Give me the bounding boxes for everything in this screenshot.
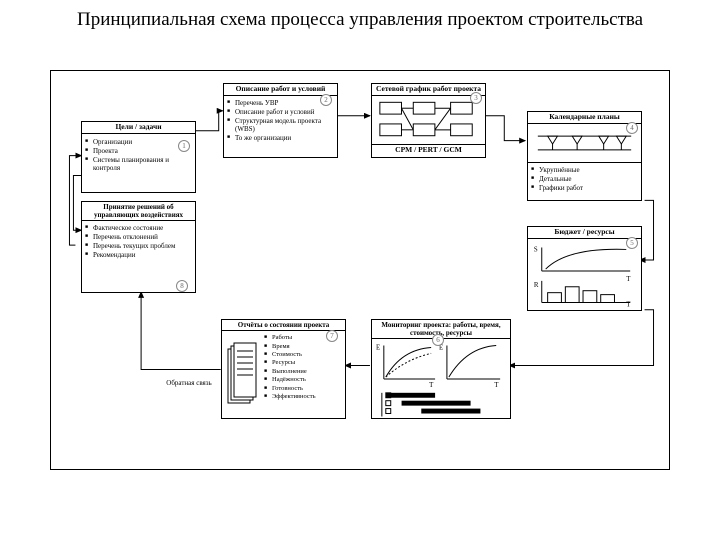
list-item: Перечень отклонений xyxy=(85,233,192,241)
list-item: Проекта xyxy=(85,147,192,155)
list-item: Структурная модель проекта (WBS) xyxy=(227,117,334,133)
list-item: Готовность xyxy=(264,385,343,392)
node-decisions-header: Принятие решений об управляющих воздейст… xyxy=(82,202,195,221)
node-decisions: Принятие решений об управляющих воздейст… xyxy=(81,201,196,293)
node-reports: Отчёты о состоянии проекта Работы Время … xyxy=(221,319,346,419)
axis-label: T xyxy=(626,301,631,308)
badge-1: 1 xyxy=(178,140,190,152)
axis-label: T xyxy=(626,276,631,283)
monitoring-mini-chart: E T E T xyxy=(372,339,510,421)
svg-text:T: T xyxy=(494,382,499,389)
badge-6: 6 xyxy=(432,334,444,346)
reports-stack-icon xyxy=(222,331,262,415)
node-network-footer: CPM / PERT / GCM xyxy=(372,144,485,156)
badge-4: 4 xyxy=(626,122,638,134)
node-calendar-header: Календарные планы xyxy=(528,112,641,124)
list-item: Эффективность xyxy=(264,393,343,400)
list-item: Фактическое состояние xyxy=(85,224,192,232)
node-budget: Бюджет / ресурсы S T R T 5 xyxy=(527,226,642,311)
node-budget-header: Бюджет / ресурсы xyxy=(528,227,641,239)
node-network: Сетевой график работ проекта CPM / PERT … xyxy=(371,83,486,158)
node-goals: Цели / задачи Организации Проекта Систем… xyxy=(81,121,196,193)
list-item: Перечень УВР xyxy=(227,99,334,107)
node-monitoring: Мониторинг проекта: работы, время, стоим… xyxy=(371,319,511,419)
node-goals-header: Цели / задачи xyxy=(82,122,195,134)
node-reports-header: Отчёты о состоянии проекта xyxy=(222,320,345,331)
list-item: Рекомендации xyxy=(85,251,192,259)
badge-3: 3 xyxy=(470,92,482,104)
badge-5: 5 xyxy=(626,237,638,249)
axis-label: R xyxy=(534,281,539,288)
node-scope-header: Описание работ и условий xyxy=(224,84,337,96)
node-calendar: Календарные планы Укрупнённые Детальные … xyxy=(527,111,642,201)
list-item: Надёжность xyxy=(264,376,343,383)
node-network-header: Сетевой график работ проекта xyxy=(372,84,485,96)
node-reports-body: Работы Время Стоимость Ресурсы Выполнени… xyxy=(262,331,345,415)
list-item: Стоимость xyxy=(264,351,343,358)
list-item: Ресурсы xyxy=(264,359,343,366)
node-goals-body: Организации Проекта Системы планирования… xyxy=(82,134,195,176)
feedback-label: Обратная связь xyxy=(149,379,229,387)
list-item: Выполнение xyxy=(264,368,343,375)
network-mini-diagram xyxy=(372,96,485,144)
list-item: Перечень текущих проблем xyxy=(85,242,192,250)
list-item: Описание работ и условий xyxy=(227,108,334,116)
list-item: Организации xyxy=(85,138,192,146)
list-item: Детальные xyxy=(531,175,638,183)
node-calendar-body: Укрупнённые Детальные Графики работ xyxy=(528,162,641,195)
page-title: Принципиальная схема процесса управления… xyxy=(0,0,720,34)
list-item: Укрупнённые xyxy=(531,166,638,174)
axis-label: S xyxy=(534,246,538,253)
node-scope: Описание работ и условий Перечень УВР Оп… xyxy=(223,83,338,158)
budget-mini-chart: S T R T xyxy=(528,239,641,309)
badge-8: 8 xyxy=(176,280,188,292)
node-decisions-body: Фактическое состояние Перечень отклонени… xyxy=(82,221,195,262)
list-item: Время xyxy=(264,343,343,350)
svg-text:E: E xyxy=(376,345,380,352)
svg-text:T: T xyxy=(429,382,434,389)
list-item: То же организации xyxy=(227,134,334,142)
list-item: Системы планирования и контроля xyxy=(85,156,192,172)
diagram-canvas: Цели / задачи Организации Проекта Систем… xyxy=(50,70,670,470)
list-item: Графики работ xyxy=(531,184,638,192)
badge-7: 7 xyxy=(326,330,338,342)
badge-2: 2 xyxy=(320,94,332,106)
calendar-mini-diagram xyxy=(528,124,641,162)
